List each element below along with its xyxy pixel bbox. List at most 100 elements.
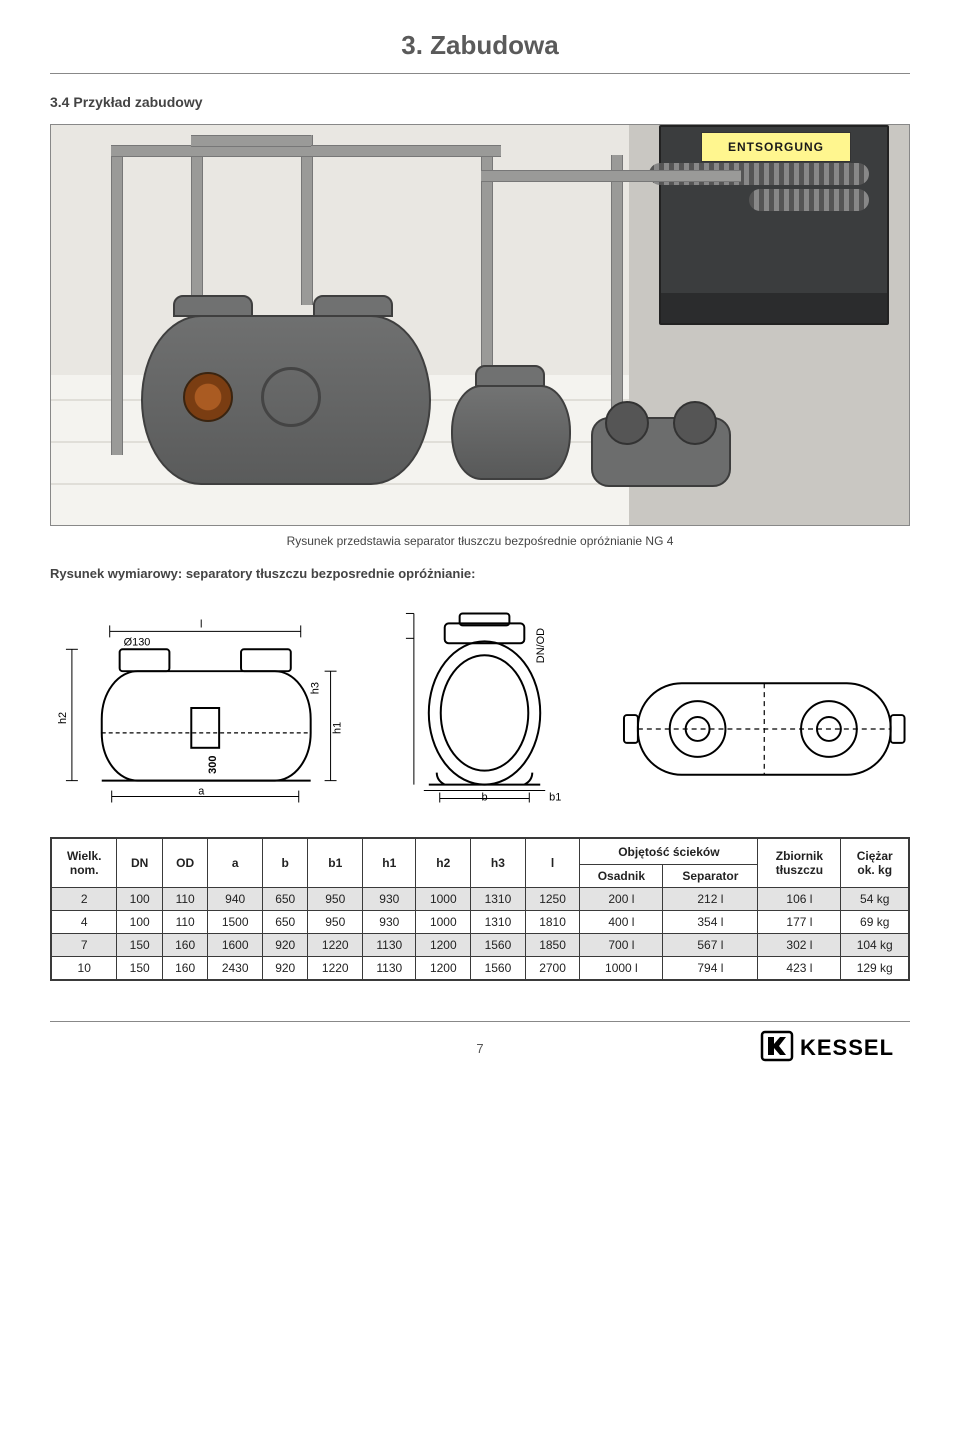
col-h2: h2: [416, 839, 471, 888]
table-cell: 104 kg: [841, 934, 909, 957]
table-cell: 160: [162, 957, 207, 980]
table-cell: 650: [263, 888, 308, 911]
table-cell: 110: [162, 911, 207, 934]
table-cell: 940: [208, 888, 263, 911]
svg-text:b: b: [482, 792, 488, 803]
plan-view-drawing: [620, 653, 909, 803]
table-cell: 1000 l: [580, 957, 663, 980]
table-cell: 2700: [525, 957, 580, 980]
table-cell: 110: [162, 888, 207, 911]
disposal-panel: ENTSORGUNG: [659, 125, 889, 325]
main-separator-tank: [141, 315, 431, 485]
table-cell: 1250: [525, 888, 580, 911]
illustration-caption: Rysunek przedstawia separator tłuszczu b…: [50, 534, 910, 548]
table-cell: 423 l: [758, 957, 841, 980]
svg-text:l: l: [200, 618, 202, 630]
table-cell: 1500: [208, 911, 263, 934]
secondary-tank: [451, 385, 571, 480]
svg-text:h2: h2: [57, 712, 69, 724]
table-row: 41001101500650950930100013101810400 l354…: [52, 911, 909, 934]
table-cell: 100: [117, 911, 162, 934]
table-cell: 930: [363, 888, 416, 911]
table-cell: 1600: [208, 934, 263, 957]
table-cell: 1000: [416, 888, 471, 911]
table-cell: 150: [117, 934, 162, 957]
front-view-drawing: b b1 DN/OD: [390, 603, 579, 803]
table-row: 101501602430920122011301200156027001000 …: [52, 957, 909, 980]
installation-illustration: ENTSORGUNG: [50, 124, 910, 526]
svg-text:Ø130: Ø130: [124, 636, 151, 648]
table-cell: 212 l: [663, 888, 758, 911]
table-cell: 100: [117, 888, 162, 911]
col-zbiornik: Zbiornik tłuszczu: [758, 839, 841, 888]
table-cell: 106 l: [758, 888, 841, 911]
table-cell: 1560: [471, 957, 526, 980]
disposal-label: ENTSORGUNG: [701, 132, 851, 162]
table-cell: 1130: [363, 934, 416, 957]
table-cell: 1310: [471, 888, 526, 911]
svg-text:KESSEL: KESSEL: [800, 1035, 894, 1060]
table-cell: 302 l: [758, 934, 841, 957]
col-b1: b1: [308, 839, 363, 888]
col-osadnik: Osadnik: [580, 865, 663, 888]
table-cell: 950: [308, 911, 363, 934]
col-dn: DN: [117, 839, 162, 888]
table-cell: 567 l: [663, 934, 758, 957]
table-cell: 930: [363, 911, 416, 934]
table-cell: 1810: [525, 911, 580, 934]
svg-text:h3: h3: [310, 682, 322, 694]
svg-text:a: a: [198, 786, 205, 798]
col-ciezar: Ciężar ok. kg: [841, 839, 909, 888]
table-cell: 1560: [471, 934, 526, 957]
table-cell: 400 l: [580, 911, 663, 934]
svg-text:b1: b1: [550, 792, 562, 803]
svg-text:300: 300: [207, 756, 219, 774]
col-wielk-nom: Wielk. nom.: [52, 839, 117, 888]
table-cell: 1200: [416, 934, 471, 957]
table-cell: 1200: [416, 957, 471, 980]
table-cell: 1220: [308, 957, 363, 980]
title-rule: [50, 73, 910, 74]
table-cell: 7: [52, 934, 117, 957]
table-cell: 1130: [363, 957, 416, 980]
page-number: 7: [476, 1041, 483, 1056]
kessel-logo: KESSEL: [760, 1029, 910, 1068]
table-cell: 1000: [416, 911, 471, 934]
table-cell: 650: [263, 911, 308, 934]
disposal-hose-2: [749, 189, 869, 211]
table-cell: 2430: [208, 957, 263, 980]
col-h1: h1: [363, 839, 416, 888]
table-row: 7150160160092012201130120015601850700 l5…: [52, 934, 909, 957]
col-l: l: [525, 839, 580, 888]
col-a: a: [208, 839, 263, 888]
table-cell: 150: [117, 957, 162, 980]
col-h3: h3: [471, 839, 526, 888]
svg-text:DN/OD: DN/OD: [536, 628, 548, 663]
table-cell: 920: [263, 957, 308, 980]
page-footer: 7 KESSEL: [50, 1021, 910, 1068]
side-view-drawing: l Ø130 a h2 h1 300 h3: [52, 613, 350, 803]
dim-drawing-heading: Rysunek wymiarowy: separatory tłuszczu b…: [50, 566, 910, 581]
col-b: b: [263, 839, 308, 888]
table-cell: 177 l: [758, 911, 841, 934]
table-cell: 950: [308, 888, 363, 911]
table-cell: 1850: [525, 934, 580, 957]
col-obj: Objętość ścieków: [580, 839, 758, 865]
col-od: OD: [162, 839, 207, 888]
table-cell: 54 kg: [841, 888, 909, 911]
table-cell: 920: [263, 934, 308, 957]
svg-text:h1: h1: [332, 722, 344, 734]
table-cell: 10: [52, 957, 117, 980]
table-row: 2100110940650950930100013101250200 l212 …: [52, 888, 909, 911]
table-cell: 700 l: [580, 934, 663, 957]
page-title: 3. Zabudowa: [50, 30, 910, 61]
table-cell: 160: [162, 934, 207, 957]
table-cell: 2: [52, 888, 117, 911]
table-cell: 354 l: [663, 911, 758, 934]
table-cell: 794 l: [663, 957, 758, 980]
dim-drawings-row: l Ø130 a h2 h1 300 h3: [50, 597, 910, 809]
table-cell: 4: [52, 911, 117, 934]
table-body: 2100110940650950930100013101250200 l212 …: [52, 888, 909, 980]
subsection-heading: 3.4 Przykład zabudowy: [50, 94, 910, 110]
table-cell: 1220: [308, 934, 363, 957]
